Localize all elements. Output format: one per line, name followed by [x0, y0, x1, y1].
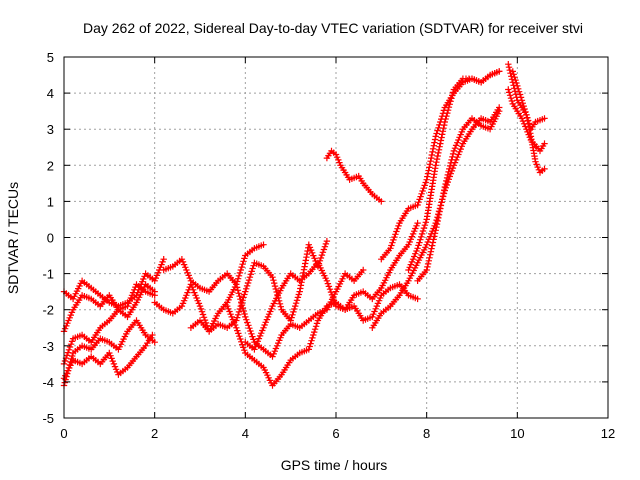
data-point-markers	[151, 237, 331, 335]
data-layer	[60, 61, 548, 389]
axis-ticks	[63, 56, 609, 419]
x-tick-label: 12	[601, 426, 615, 441]
series-arc-10	[242, 259, 421, 353]
series-arc-6	[160, 241, 267, 295]
y-tick-label: -5	[42, 411, 54, 426]
y-tick-label: -3	[42, 339, 54, 354]
series-arc-18	[509, 68, 548, 176]
x-tick-label: 8	[423, 426, 430, 441]
data-point-markers	[509, 68, 548, 176]
x-tick-label: 6	[332, 426, 339, 441]
y-tick-labels: -5 -4 -3 -2 -1 0 1 2 3 4 5	[42, 50, 54, 426]
data-point-markers	[242, 259, 421, 353]
series-arc-11	[323, 147, 385, 205]
series-arc-15	[414, 108, 503, 284]
y-axis-label: SDTVAR / TECUs	[5, 182, 21, 294]
series-arc-9	[224, 219, 421, 389]
grid	[64, 57, 608, 418]
x-axis-label: GPS time / hours	[281, 457, 388, 473]
y-tick-label: 3	[47, 122, 54, 137]
series-arc-7	[151, 237, 331, 335]
x-tick-label: 2	[151, 426, 158, 441]
data-point-markers	[224, 219, 421, 389]
y-tick-label: -1	[42, 267, 54, 282]
y-tick-label: 5	[47, 50, 54, 65]
x-tick-label: 4	[242, 426, 249, 441]
x-tick-label: 0	[60, 426, 67, 441]
y-tick-label: 0	[47, 231, 54, 246]
x-tick-labels: 0 2 4 6 8 10 12	[60, 426, 615, 441]
data-point-markers	[405, 68, 503, 274]
y-tick-label: 4	[47, 86, 54, 101]
data-point-markers	[414, 108, 503, 284]
y-tick-label: 1	[47, 194, 54, 209]
y-tick-label: 2	[47, 158, 54, 173]
series-arc-14	[405, 68, 503, 274]
x-tick-label: 10	[510, 426, 524, 441]
y-tick-label: -4	[42, 375, 54, 390]
data-point-markers	[323, 147, 385, 205]
chart-title: Day 262 of 2022, Sidereal Day-to-day VTE…	[83, 20, 583, 36]
y-tick-label: -2	[42, 303, 54, 318]
